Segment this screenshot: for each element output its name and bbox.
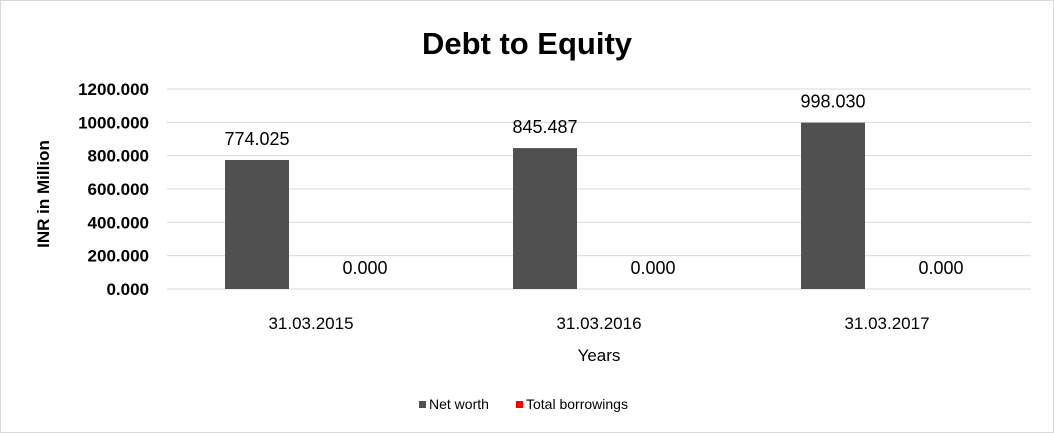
y-tick-label: 0.000 [106, 280, 149, 299]
data-label: 0.000 [342, 258, 387, 278]
legend-label: Net worth [429, 396, 489, 412]
y-tick-label: 400.000 [88, 213, 149, 232]
gridlines [167, 88, 1031, 290]
x-tick-labels: 31.03.2015 31.03.2016 31.03.2017 [268, 314, 929, 333]
data-label: 774.025 [224, 129, 289, 149]
x-tick-label: 31.03.2017 [844, 314, 929, 333]
data-label: 0.000 [630, 258, 675, 278]
legend-label: Total borrowings [526, 396, 628, 412]
data-labels: 774.025 0.000 845.487 0.000 998.030 0.000 [224, 92, 963, 278]
y-tick-label: 200.000 [88, 247, 149, 266]
x-axis-title: Years [578, 346, 621, 365]
y-tick-label: 1200.000 [78, 80, 149, 99]
bar [801, 122, 865, 289]
data-label: 845.487 [512, 117, 577, 137]
chart-title: Debt to Equity [422, 26, 633, 61]
x-tick-label: 31.03.2015 [268, 314, 353, 333]
bars [225, 122, 865, 289]
bar [513, 148, 577, 289]
x-tick-label: 31.03.2016 [556, 314, 641, 333]
legend-swatch [419, 401, 426, 408]
bar [225, 159, 289, 289]
data-label: 0.000 [918, 258, 963, 278]
data-label: 998.030 [800, 92, 865, 112]
y-axis-title: INR in Million [34, 140, 53, 248]
legend-swatch [516, 401, 523, 408]
legend: Net worth Total borrowings [419, 396, 628, 412]
y-tick-label: 600.000 [88, 180, 149, 199]
y-tick-label: 1000.000 [78, 113, 149, 132]
y-tick-labels: 0.000 200.000 400.000 600.000 800.000 1000.00… [78, 80, 149, 299]
y-tick-label: 800.000 [88, 147, 149, 166]
